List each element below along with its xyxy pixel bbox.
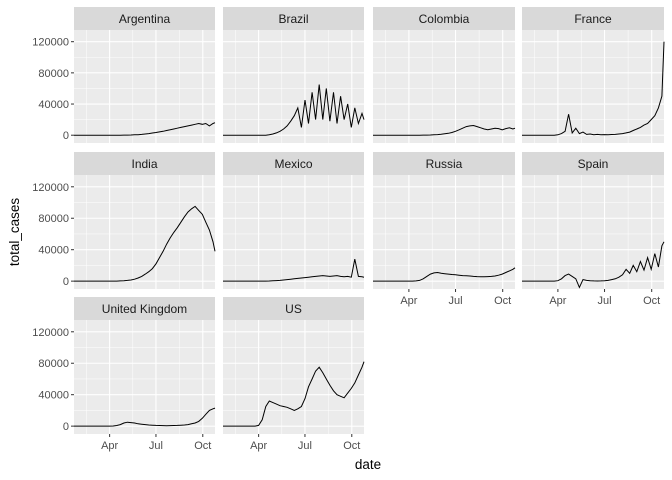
y-axis-title: total_cases	[7, 198, 22, 267]
facet-spain: Spain Apr Jul Oct	[522, 152, 665, 307]
facet-strip	[74, 152, 215, 175]
x-tick-label: Apr	[101, 440, 118, 452]
series-line-russia	[373, 267, 516, 282]
facet-india: India 0 40000 80000 120000	[32, 152, 216, 289]
series-line-spain	[522, 241, 665, 289]
y-tick-label: 0	[63, 421, 69, 433]
facet-panels: Argentina 0 40000 80000 120000 Brazil Colombia…	[32, 7, 665, 452]
facet-strip-label: Spain	[578, 157, 609, 171]
y-tick-label: 120000	[32, 327, 69, 339]
x-tick-label: Jul	[298, 440, 312, 452]
x-tick-label: Apr	[549, 295, 566, 307]
series-line-argentina	[74, 122, 216, 136]
series-line-colombia	[373, 124, 516, 136]
facet-strip-label: Brazil	[278, 12, 308, 26]
x-tick-label: Jul	[149, 440, 163, 452]
x-axis-title: date	[355, 457, 381, 472]
facet-strip-label: France	[574, 12, 612, 26]
facet-russia: Russia Apr Jul Oct	[373, 152, 516, 307]
y-tick-label: 40000	[38, 99, 69, 111]
y-tick-label: 40000	[38, 390, 69, 402]
x-tick-label: Jul	[449, 295, 463, 307]
facet-strip-label: Mexico	[274, 157, 312, 171]
y-tick-label: 120000	[32, 182, 69, 194]
x-tick-label: Oct	[343, 440, 360, 452]
facet-france: France	[522, 7, 665, 143]
facet-strip	[522, 7, 664, 30]
series-line-us	[223, 361, 365, 427]
facet-strip	[223, 297, 364, 320]
x-tick-label: Jul	[598, 295, 612, 307]
panel-background	[223, 320, 364, 434]
facet-strip-label: Argentina	[119, 12, 171, 26]
facet-strip	[223, 7, 364, 30]
facet-argentina: Argentina 0 40000 80000 120000	[32, 7, 216, 143]
y-tick-label: 40000	[38, 245, 69, 257]
facet-strip-label: Colombia	[419, 12, 470, 26]
facet-strip	[373, 152, 515, 175]
panel-background	[373, 30, 515, 143]
series-line-france	[522, 41, 665, 136]
facet-strip	[373, 7, 515, 30]
x-tick-label: Oct	[494, 295, 511, 307]
facet-strip-label: US	[285, 302, 302, 316]
y-tick-label: 80000	[38, 68, 69, 80]
series-line-india	[74, 205, 216, 282]
x-tick-label: Apr	[400, 295, 417, 307]
series-line-brazil	[223, 84, 365, 136]
y-tick-label: 80000	[38, 213, 69, 225]
panel-background	[522, 30, 664, 143]
y-tick-label: 0	[63, 276, 69, 288]
panel-background	[373, 175, 515, 289]
y-tick-label: 0	[63, 130, 69, 142]
series-line-mexico	[223, 258, 365, 282]
facet-strip	[74, 297, 215, 320]
facet-strip-label: India	[131, 157, 157, 171]
facet-united-kingdom: United Kingdom 0 40000 80000 120000 Apr Jul Oct	[32, 297, 216, 452]
x-tick-label: Apr	[250, 440, 267, 452]
panel-background	[74, 320, 215, 434]
x-tick-label: Oct	[643, 295, 660, 307]
panel-background	[74, 175, 215, 289]
series-line-united-kingdom	[74, 407, 216, 427]
panel-background	[223, 175, 364, 289]
x-tick-label: Oct	[194, 440, 211, 452]
facet-strip-label: United Kingdom	[102, 302, 187, 316]
facet-strip	[522, 152, 664, 175]
facet-strip	[223, 152, 364, 175]
facet-us: US Apr Jul Oct	[223, 297, 365, 452]
panel-background	[74, 30, 215, 143]
y-tick-label: 120000	[32, 37, 69, 49]
facet-colombia: Colombia	[373, 7, 516, 143]
panel-background	[223, 30, 364, 143]
facet-strip	[74, 7, 215, 30]
facet-mexico: Mexico	[223, 152, 365, 289]
panel-background	[522, 175, 664, 289]
facet-brazil: Brazil	[223, 7, 365, 143]
y-tick-label: 80000	[38, 358, 69, 370]
facet-strip-label: Russia	[426, 157, 463, 171]
